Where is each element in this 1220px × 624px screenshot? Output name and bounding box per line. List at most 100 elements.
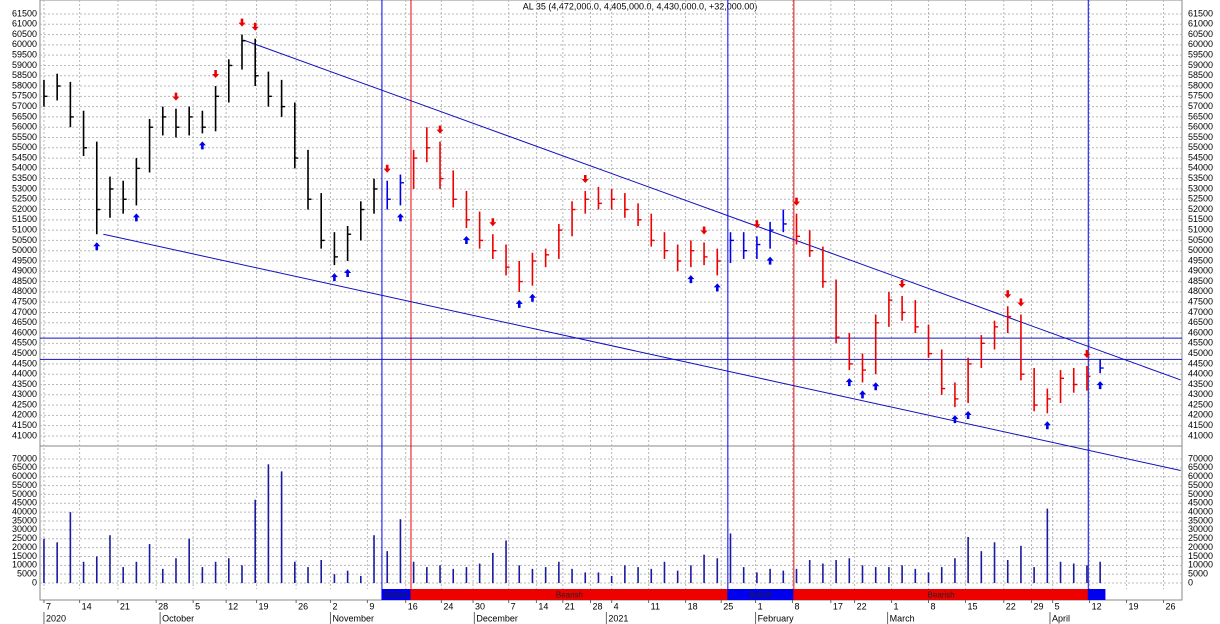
y-tick-label-right: 59500 (1188, 50, 1213, 60)
x-tick-label: 5 (195, 601, 200, 611)
y-tick-label: 42500 (12, 399, 37, 409)
plot-frame (39, 0, 1183, 601)
x-tick-label: 24 (443, 601, 453, 611)
signal-down (1083, 349, 1091, 358)
x-tick-label: 1 (758, 601, 763, 611)
signal-down (489, 218, 497, 227)
y2-tick-label-right: 55000 (1188, 480, 1213, 490)
y-tick-label-right: 55500 (1188, 132, 1213, 142)
y2-tick-label-right: 30000 (1188, 524, 1213, 534)
y-tick-label: 41000 (12, 430, 37, 440)
signal-down (436, 125, 444, 134)
month-label: December (476, 613, 518, 623)
y-tick-label-right: 49500 (1188, 255, 1213, 265)
y2-tick-label-right: 20000 (1188, 542, 1213, 552)
y-tick-label-right: 45500 (1188, 338, 1213, 348)
y2-tick-label-right: 60000 (1188, 471, 1213, 481)
signal-up (1096, 381, 1104, 390)
signal-up (330, 273, 338, 282)
signal-up (515, 299, 523, 308)
x-tick-label: 21 (120, 601, 130, 611)
signal-up (687, 275, 695, 284)
x-tick-label: 8 (795, 601, 800, 611)
x-tick-label: 21 (565, 601, 575, 611)
month-label: October (162, 613, 194, 623)
signal-up (198, 141, 206, 150)
y-tick-label: 42000 (12, 410, 37, 420)
y2-tick-label: 20000 (12, 542, 37, 552)
x-tick-label: 7 (511, 601, 516, 611)
y-tick-label: 46000 (12, 327, 37, 337)
y-tick-label-right: 44000 (1188, 369, 1213, 379)
y-tick-label-right: 52500 (1188, 194, 1213, 204)
month-label: March (890, 613, 915, 623)
x-tick-label: 29 (1033, 601, 1043, 611)
y2-tick-label: 5000 (17, 569, 37, 579)
regime-band (727, 589, 794, 600)
y-tick-label-right: 42500 (1188, 399, 1213, 409)
y-tick-label-right: 61000 (1188, 19, 1213, 29)
y-tick-label: 56000 (12, 122, 37, 132)
signal-up (766, 256, 774, 265)
y-tick-label-right: 55000 (1188, 142, 1213, 152)
y-tick-label-right: 51500 (1188, 214, 1213, 224)
signal-down (172, 92, 180, 101)
y-tick-label: 57000 (12, 101, 37, 111)
y2-tick-label-right: 5000 (1188, 569, 1208, 579)
trendline (103, 233, 1181, 472)
signal-down (753, 220, 761, 229)
y-tick-label: 50000 (12, 245, 37, 255)
x-tick-label: 8 (931, 601, 936, 611)
y-tick-label-right: 54000 (1188, 163, 1213, 173)
x-tick-label: 5 (1055, 601, 1060, 611)
signal-up (872, 382, 880, 391)
y-tick-label: 46500 (12, 317, 37, 327)
y-tick-label: 55000 (12, 142, 37, 152)
y-tick-label: 54500 (12, 152, 37, 162)
y-tick-label-right: 41000 (1188, 430, 1213, 440)
y2-tick-label-right: 65000 (1188, 462, 1213, 472)
signal-up (462, 236, 470, 245)
signal-down (1017, 298, 1025, 307)
y2-tick-label: 45000 (12, 498, 37, 508)
y-tick-label-right: 49000 (1188, 266, 1213, 276)
x-tick-label: 30 (475, 601, 485, 611)
signal-up (344, 268, 352, 277)
month-label: 2020 (46, 613, 66, 623)
y-tick-label: 58000 (12, 80, 37, 90)
x-tick-label: 28 (158, 601, 168, 611)
x-tick-label: 22 (1006, 601, 1016, 611)
signal-down (898, 279, 906, 288)
y2-tick-label: 35000 (12, 515, 37, 525)
y-tick-label: 58500 (12, 70, 37, 80)
y-tick-label-right: 47500 (1188, 297, 1213, 307)
y-tick-label: 56500 (12, 111, 37, 121)
y-tick-label: 53500 (12, 173, 37, 183)
x-tick-label: 12 (228, 601, 238, 611)
y2-tick-label: 25000 (12, 533, 37, 543)
y-tick-label-right: 48000 (1188, 286, 1213, 296)
y-tick-label-right: 57500 (1188, 91, 1213, 101)
y-tick-label-right: 50500 (1188, 235, 1213, 245)
y2-tick-label: 15000 (12, 551, 37, 561)
y-tick-label: 50500 (12, 235, 37, 245)
y-tick-label: 45500 (12, 338, 37, 348)
y2-tick-label-right: 15000 (1188, 551, 1213, 561)
month-label: April (1052, 613, 1070, 623)
y-tick-label-right: 60500 (1188, 29, 1213, 39)
x-tick-label: 9 (369, 601, 374, 611)
y2-tick-label-right: 70000 (1188, 453, 1213, 463)
x-tick-label: 4 (614, 601, 619, 611)
y2-tick-label-right: 50000 (1188, 489, 1213, 499)
y-tick-label-right: 56000 (1188, 122, 1213, 132)
x-tick-label: 18 (688, 601, 698, 611)
y-tick-label: 53000 (12, 183, 37, 193)
y-tick-label-right: 48500 (1188, 276, 1213, 286)
y-tick-label: 48000 (12, 286, 37, 296)
y2-tick-label: 55000 (12, 480, 37, 490)
y2-tick-label: 40000 (12, 507, 37, 517)
x-tick-label: 11 (651, 601, 660, 611)
y2-tick-label: 30000 (12, 524, 37, 534)
y2-tick-label: 0 (32, 577, 37, 587)
